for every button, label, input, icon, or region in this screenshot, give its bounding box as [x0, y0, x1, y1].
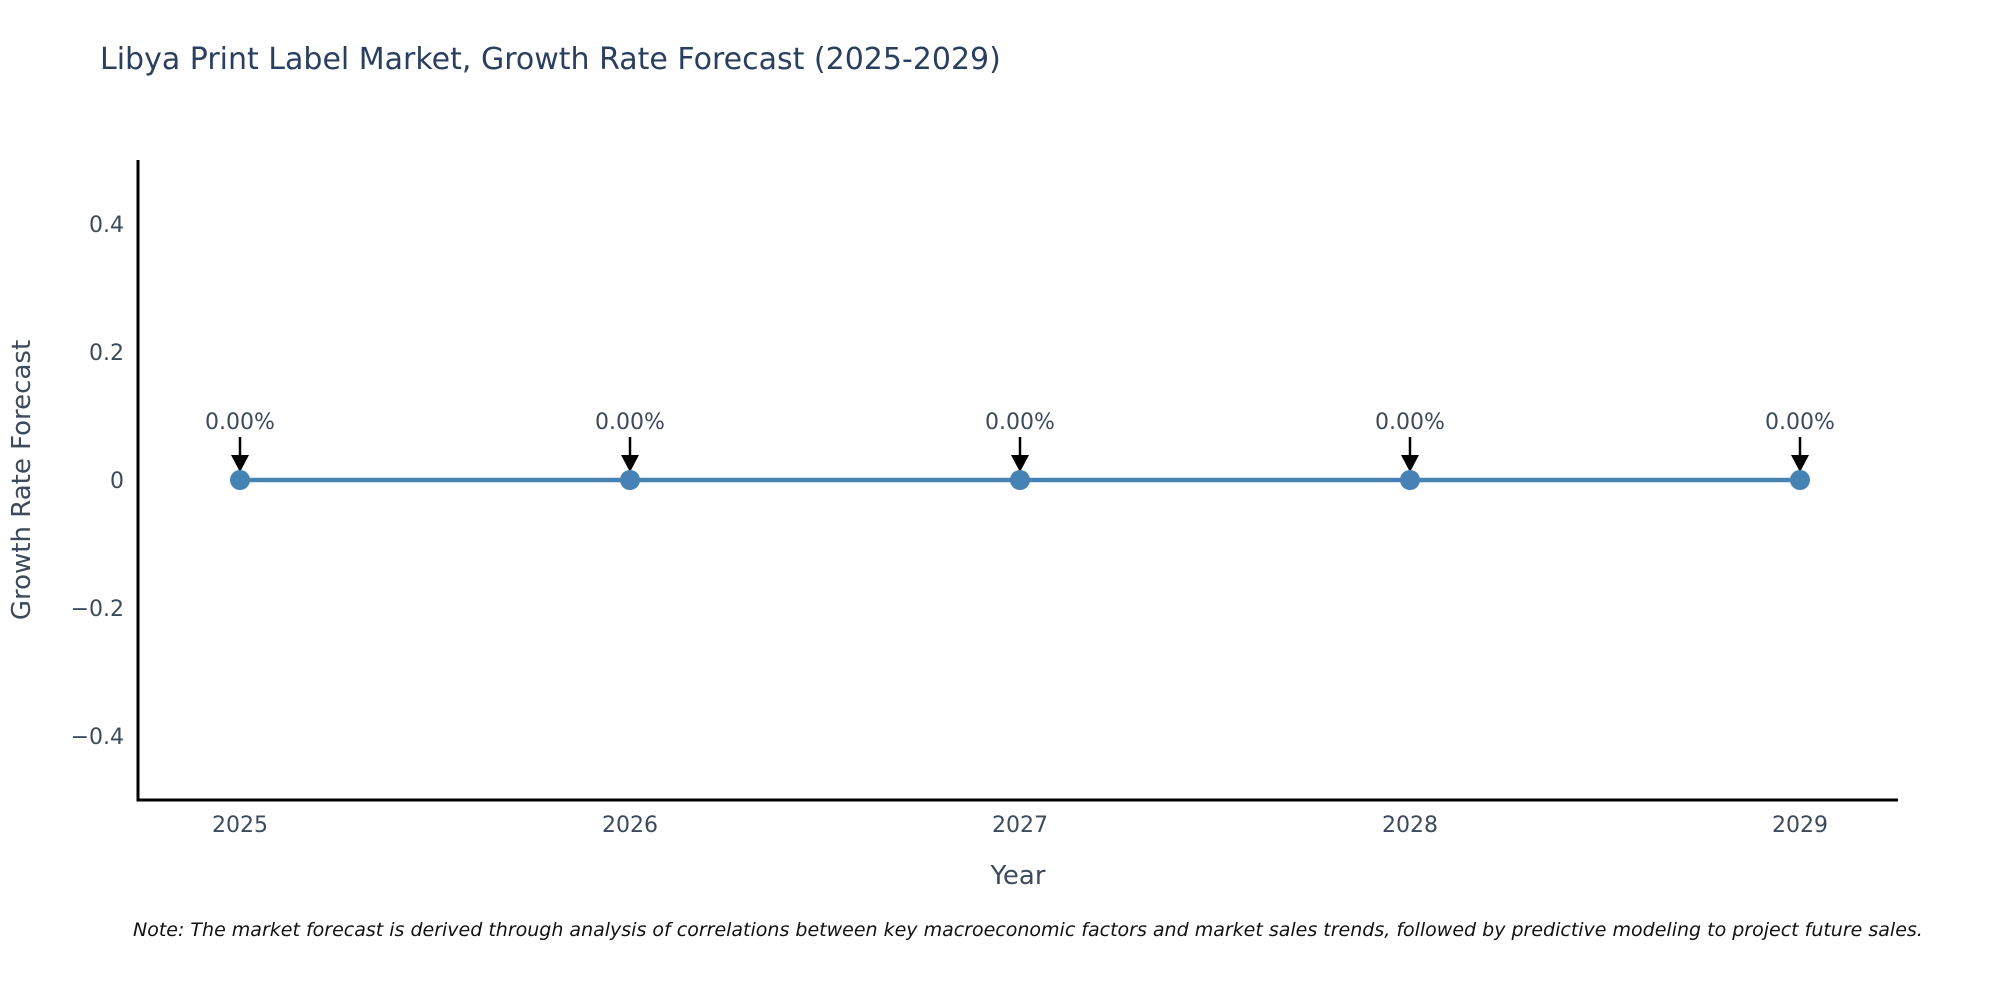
- chart-title: Libya Print Label Market, Growth Rate Fo…: [100, 42, 1001, 77]
- annotation-arrowhead-icon: [1791, 455, 1809, 472]
- data-point-marker[interactable]: [620, 470, 640, 490]
- x-tick-label: 2028: [1382, 813, 1438, 838]
- x-tick-label: 2025: [212, 813, 268, 838]
- annotation-arrowhead-icon: [1011, 455, 1029, 472]
- x-tick-label: 2027: [992, 813, 1048, 838]
- data-point-marker[interactable]: [1790, 470, 1810, 490]
- y-tick-label: 0.2: [89, 341, 124, 366]
- point-annotation-label: 0.00%: [1375, 410, 1445, 435]
- y-tick-label: −0.2: [71, 597, 124, 622]
- annotation-arrowhead-icon: [231, 455, 249, 472]
- point-annotation-label: 0.00%: [205, 410, 275, 435]
- data-point-marker[interactable]: [230, 470, 250, 490]
- point-annotation-label: 0.00%: [985, 410, 1055, 435]
- data-point-marker[interactable]: [1010, 470, 1030, 490]
- footnote: Note: The market forecast is derived thr…: [133, 919, 1923, 941]
- y-tick-label: −0.4: [71, 725, 124, 750]
- point-annotation-label: 0.00%: [595, 410, 665, 435]
- x-tick-label: 2026: [602, 813, 658, 838]
- y-axis-title: Growth Rate Forecast: [7, 340, 37, 620]
- x-axis-title: Year: [989, 861, 1045, 891]
- x-tick-label: 2029: [1772, 813, 1828, 838]
- y-tick-label: 0.4: [89, 213, 124, 238]
- data-point-marker[interactable]: [1400, 470, 1420, 490]
- annotation-arrowhead-icon: [621, 455, 639, 472]
- y-tick-label: 0: [110, 469, 124, 494]
- annotation-arrowhead-icon: [1401, 455, 1419, 472]
- point-annotation-label: 0.00%: [1765, 410, 1835, 435]
